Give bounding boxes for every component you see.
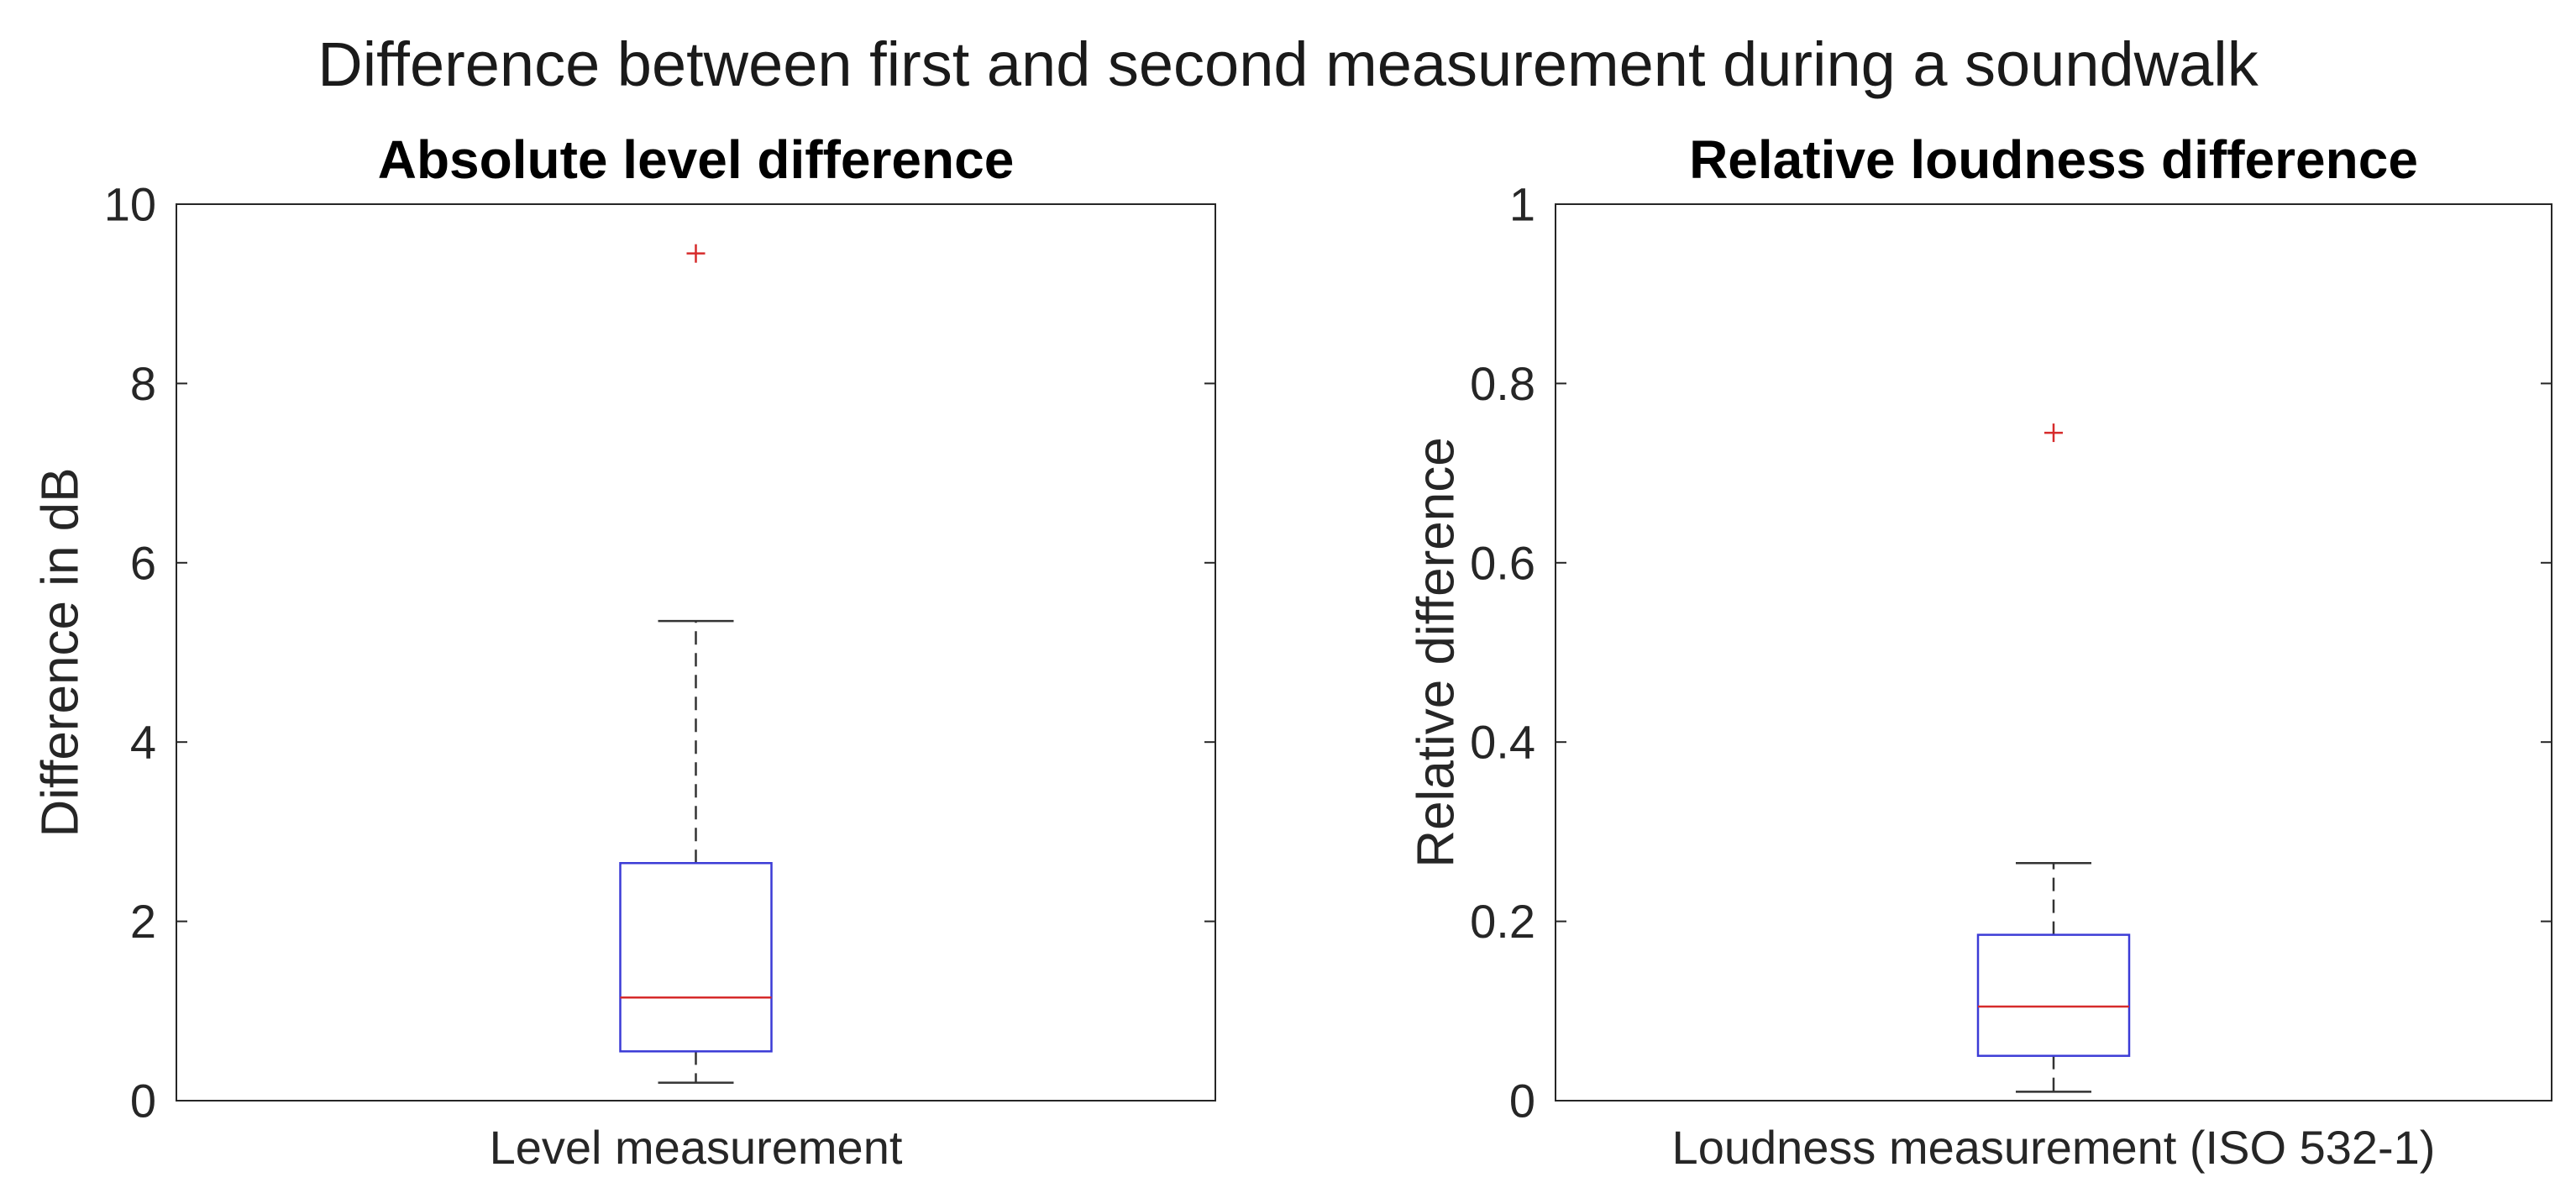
y-tick-label: 0.2: [1470, 895, 1535, 948]
plot-area-frame: [1555, 203, 2552, 1102]
chart-panel-2: 0 0.2 0.4 0.6 0.8 1 Relative loudness differen…: [1408, 129, 2552, 1174]
x-axis-label: Level measurement: [490, 1121, 903, 1174]
chart-panel-1: 0 2 4 6 8 10 Absolute level difference Level me…: [32, 129, 1216, 1174]
y-tick-label: 0: [1509, 1075, 1535, 1128]
outlier-marker: [2044, 423, 2063, 443]
outlier-marker: [686, 244, 706, 263]
y-axis-label: Relative difference: [1408, 437, 1466, 867]
y-tick-label: 0: [130, 1075, 156, 1128]
figure-title: Difference between first and second meas…: [317, 29, 2259, 99]
y-tick-label: 4: [130, 716, 156, 769]
chart-title: Absolute level difference: [378, 129, 1015, 190]
y-tick-label: 2: [130, 895, 156, 948]
plot-area-frame: [176, 203, 1216, 1102]
x-axis-label: Loudness measurement (ISO 532-1): [1672, 1121, 2436, 1174]
box-iqr: [619, 861, 773, 1053]
y-tick-label: 0.6: [1470, 536, 1535, 589]
y-tick-label: 0.8: [1470, 357, 1535, 410]
y-tick-label: 1: [1509, 178, 1535, 231]
box-iqr: [1976, 933, 2131, 1057]
y-tick-label: 0.4: [1470, 716, 1535, 769]
y-tick-label: 8: [130, 357, 156, 410]
y-axis-label: Difference in dB: [32, 468, 90, 838]
y-tick-label: 6: [130, 536, 156, 589]
chart-title: Relative loudness difference: [1689, 129, 2418, 190]
y-tick-label: 10: [104, 178, 156, 231]
